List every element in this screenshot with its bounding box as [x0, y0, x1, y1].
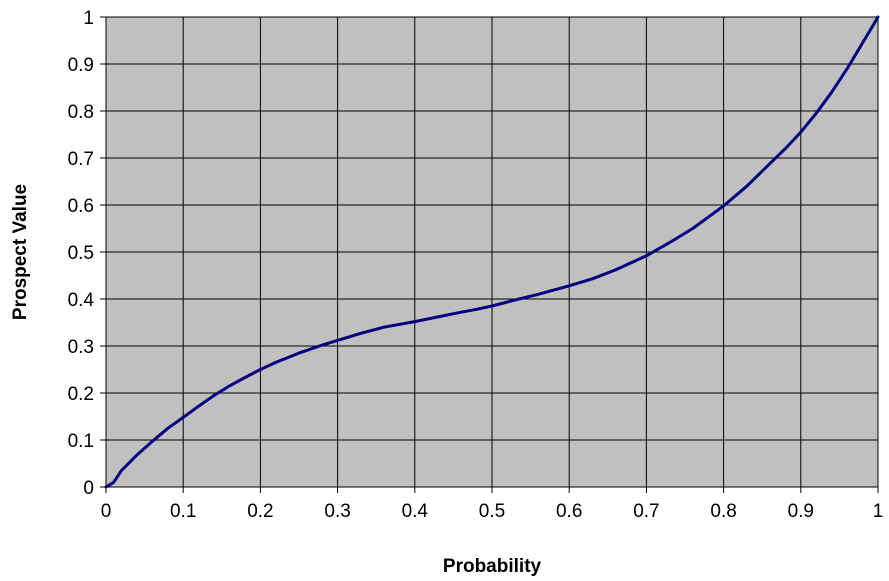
y-tick-label: 0.1 [68, 431, 94, 452]
y-tick-label: 0.3 [68, 337, 94, 358]
y-tick-label: 0.2 [68, 384, 94, 405]
x-tick-label: 1 [873, 501, 884, 522]
y-axis-ticks: 0 0.1 0.2 0.3 0.4 0.5 0.6 0.7 0.8 0.9 1 [68, 8, 106, 499]
y-tick-label: 0.5 [68, 243, 94, 264]
y-tick-label: 0.9 [68, 55, 94, 76]
y-tick-label: 1 [83, 8, 94, 29]
y-tick-label: 0 [83, 478, 94, 499]
x-tick-label: 0.3 [324, 501, 350, 522]
x-tick-label: 0.2 [247, 501, 273, 522]
series-line [104, 15, 880, 489]
y-tick-label: 0.6 [68, 196, 94, 217]
y-tick-label: 0.8 [68, 102, 94, 123]
x-tick-label: 0 [101, 501, 112, 522]
y-tick-label: 0.7 [68, 149, 94, 170]
x-tick-label: 0.9 [788, 501, 814, 522]
x-axis-ticks: 0 0.1 0.2 0.3 0.4 0.5 0.6 0.7 0.8 0.9 1 [101, 487, 884, 522]
x-tick-label: 0.5 [479, 501, 505, 522]
y-tick-label: 0.4 [68, 290, 95, 311]
x-axis-label: Probability [443, 556, 542, 577]
x-tick-label: 0.6 [556, 501, 582, 522]
x-tick-label: 0.4 [402, 501, 429, 522]
gridlines [105, 16, 879, 488]
x-tick-label: 0.8 [710, 501, 736, 522]
y-axis-label: Prospect Value [10, 184, 31, 320]
x-tick-label: 0.1 [170, 501, 196, 522]
x-tick-label: 0.7 [633, 501, 659, 522]
